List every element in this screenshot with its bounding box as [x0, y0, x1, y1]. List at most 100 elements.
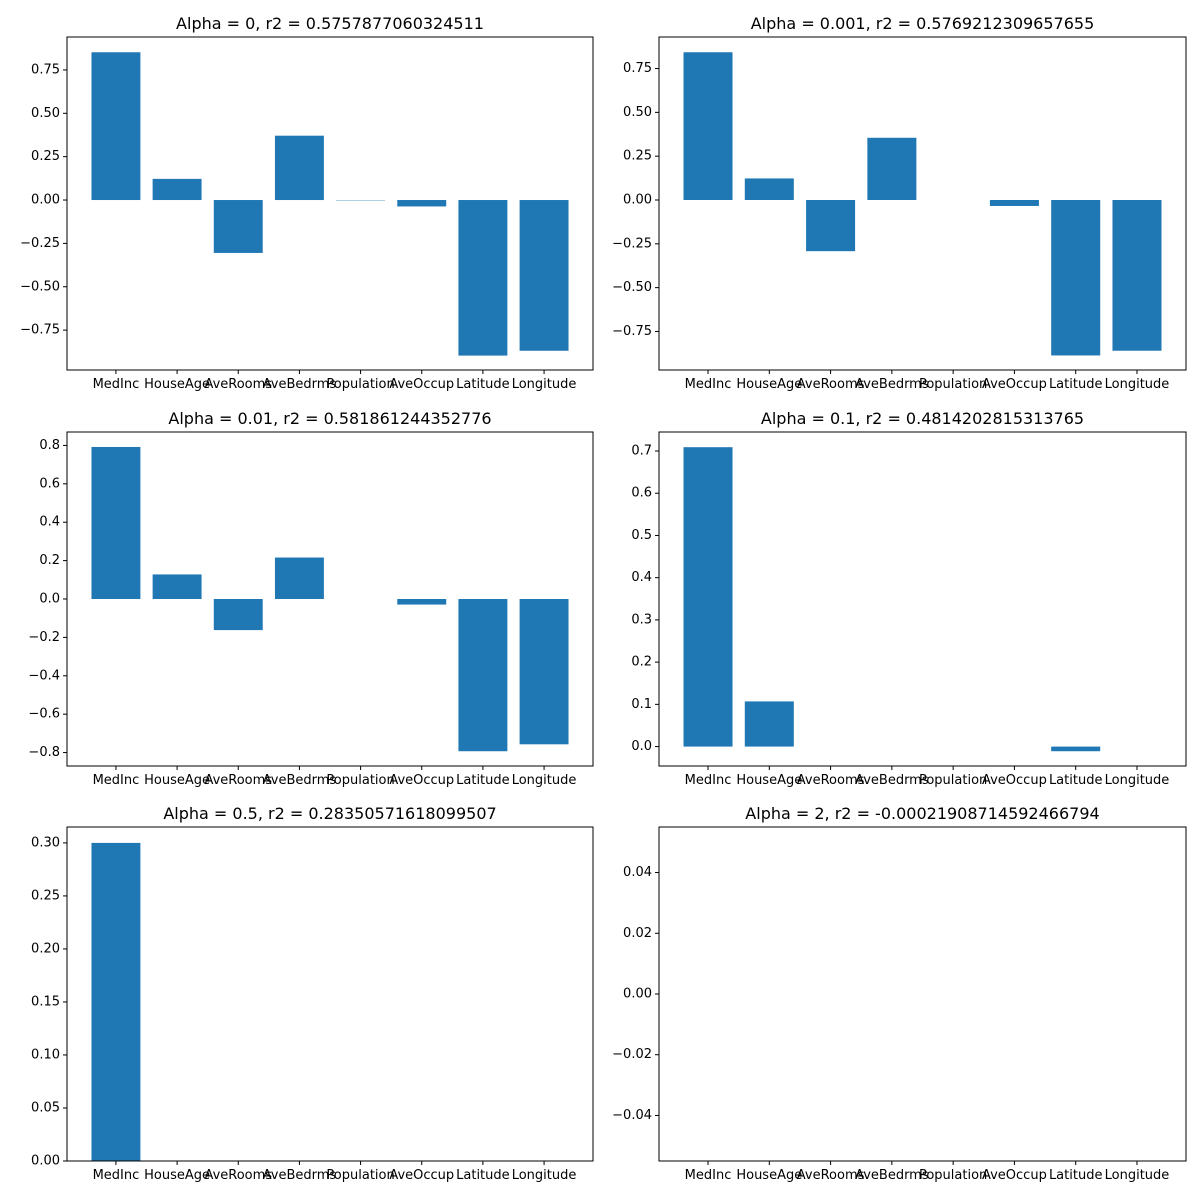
subplot-title: Alpha = 0.1, r2 = 0.4814202815313765 [761, 409, 1084, 428]
x-tick-label: AveOccup [389, 773, 454, 788]
y-tick-label: 0.4 [631, 570, 652, 585]
x-tick-label: HouseAge [736, 377, 802, 392]
subplot-3: −0.8 −0.6 −0.4 −0.2 0.0 0.2 0.4 0.6 0.8 MedInc Hou… [28, 409, 594, 788]
y-tick-label: 0.8 [39, 438, 60, 453]
x-tick-label: Longitude [1105, 773, 1170, 788]
bar-houseage [744, 701, 794, 747]
x-tick-label: Latitude [1049, 377, 1103, 392]
bar-longitude [1112, 199, 1162, 351]
y-tick-label: 0.20 [31, 941, 60, 956]
x-tick-label: AveOccup [389, 1168, 454, 1183]
x-tick-label: AveOccup [982, 1168, 1047, 1183]
bar-latitude [458, 200, 508, 356]
y-tick-label: 0.75 [31, 62, 60, 77]
y-tick-label: 0.4 [39, 515, 60, 530]
x-tick-label: Longitude [1105, 377, 1170, 392]
y-tick-label: 0.2 [631, 655, 652, 670]
y-tick-label: 0.50 [623, 105, 652, 120]
bar-houseage [152, 574, 202, 599]
x-tick-label: AveBedrms [263, 1168, 337, 1183]
y-tick-label: 0.75 [623, 61, 652, 76]
bar-medinc [683, 52, 733, 200]
x-tick-label: MedInc [93, 1168, 140, 1183]
x-tick-label: AveBedrms [263, 377, 337, 392]
y-tick-label: 0.00 [623, 192, 652, 207]
x-tick-label: Longitude [512, 773, 577, 788]
x-tick-label: MedInc [685, 1168, 732, 1183]
subplot-title: Alpha = 2, r2 = -0.00021908714592466794 [745, 804, 1099, 823]
x-tick-label: AveBedrms [855, 773, 929, 788]
y-tick-label: −0.25 [20, 236, 60, 251]
x-tick-label: Population [919, 773, 987, 788]
subplot-title: Alpha = 0.5, r2 = 0.28350571618099507 [163, 804, 496, 823]
x-tick-label: AveRooms [797, 377, 865, 392]
x-tick-label: Longitude [512, 377, 577, 392]
bar-latitude [1051, 746, 1101, 752]
subplot-1: −0.75 −0.50 −0.25 0.00 0.25 0.50 0.75 MedInc Hou… [20, 14, 594, 392]
y-tick-label: −0.75 [612, 324, 652, 339]
y-tick-label: −0.02 [612, 1047, 652, 1062]
y-tick-label: −0.50 [612, 280, 652, 295]
y-tick-label: 0.25 [623, 149, 652, 164]
y-tick-label: 0.6 [631, 486, 652, 501]
x-tick-label: AveBedrms [855, 377, 929, 392]
x-tick-label: Latitude [456, 773, 510, 788]
axes-frame [658, 826, 1187, 1162]
y-tick-label: −0.4 [28, 668, 60, 683]
x-tick-label: AveRooms [797, 773, 865, 788]
y-tick-label: 0.50 [31, 106, 60, 121]
x-tick-label: AveRooms [204, 377, 272, 392]
y-tick-label: 0.6 [39, 476, 60, 491]
y-tick-label: 0.05 [31, 1100, 60, 1115]
x-tick-label: Longitude [512, 1168, 577, 1183]
axes-frame [66, 431, 594, 767]
y-tick-label: −0.50 [20, 279, 60, 294]
x-tick-label: MedInc [93, 377, 140, 392]
x-tick-label: AveRooms [797, 1168, 865, 1183]
subplot-title: Alpha = 0, r2 = 0.5757877060324511 [176, 14, 484, 33]
bar-latitude [458, 599, 508, 752]
bar-avebedrms [274, 135, 324, 201]
subplot-2: −0.75 −0.50 −0.25 0.00 0.25 0.50 0.75 MedInc Hou… [612, 14, 1187, 392]
bar-longitude [519, 200, 569, 351]
x-tick-label: Population [919, 1168, 987, 1183]
y-tick-label: −0.25 [612, 236, 652, 251]
subplot-6: −0.04 −0.02 0.00 0.02 0.04 MedInc HouseAgeAveR… [612, 804, 1187, 1183]
y-tick-label: 0.00 [623, 987, 652, 1002]
bar-aveoccup [397, 200, 447, 207]
axes-frame [66, 36, 594, 371]
x-tick-label: AveRooms [204, 1168, 272, 1183]
x-tick-label: MedInc [685, 773, 732, 788]
x-tick-label: HouseAge [144, 377, 210, 392]
bar-avebedrms [867, 137, 917, 200]
y-tick-label: 0.30 [31, 835, 60, 850]
x-tick-label: Population [326, 773, 394, 788]
y-tick-label: −0.75 [20, 323, 60, 338]
y-tick-label: 0.15 [31, 994, 60, 1009]
bar-houseage [152, 178, 202, 201]
y-tick-label: 0.1 [631, 697, 652, 712]
bar-avebedrms [274, 557, 324, 599]
bar-houseage [744, 178, 794, 200]
x-tick-label: Latitude [456, 377, 510, 392]
bar-averooms [213, 599, 263, 631]
y-tick-label: −0.2 [28, 630, 60, 645]
x-tick-label: AveOccup [982, 773, 1047, 788]
bar-medinc [683, 447, 733, 747]
y-tick-label: 0.00 [31, 1154, 60, 1169]
x-tick-label: HouseAge [736, 773, 802, 788]
y-tick-label: 0.02 [623, 926, 652, 941]
x-tick-label: AveOccup [389, 377, 454, 392]
x-tick-label: Latitude [1049, 773, 1103, 788]
bar-aveoccup [989, 199, 1039, 206]
y-tick-label: −0.04 [612, 1108, 652, 1123]
y-tick-label: 0.0 [631, 739, 652, 754]
y-tick-label: 0.04 [623, 865, 652, 880]
y-tick-label: 0.3 [631, 612, 652, 627]
y-tick-label: 0.25 [31, 149, 60, 164]
y-tick-label: 0.10 [31, 1047, 60, 1062]
y-tick-label: 0.00 [31, 193, 60, 208]
bar-medinc [91, 842, 141, 1161]
